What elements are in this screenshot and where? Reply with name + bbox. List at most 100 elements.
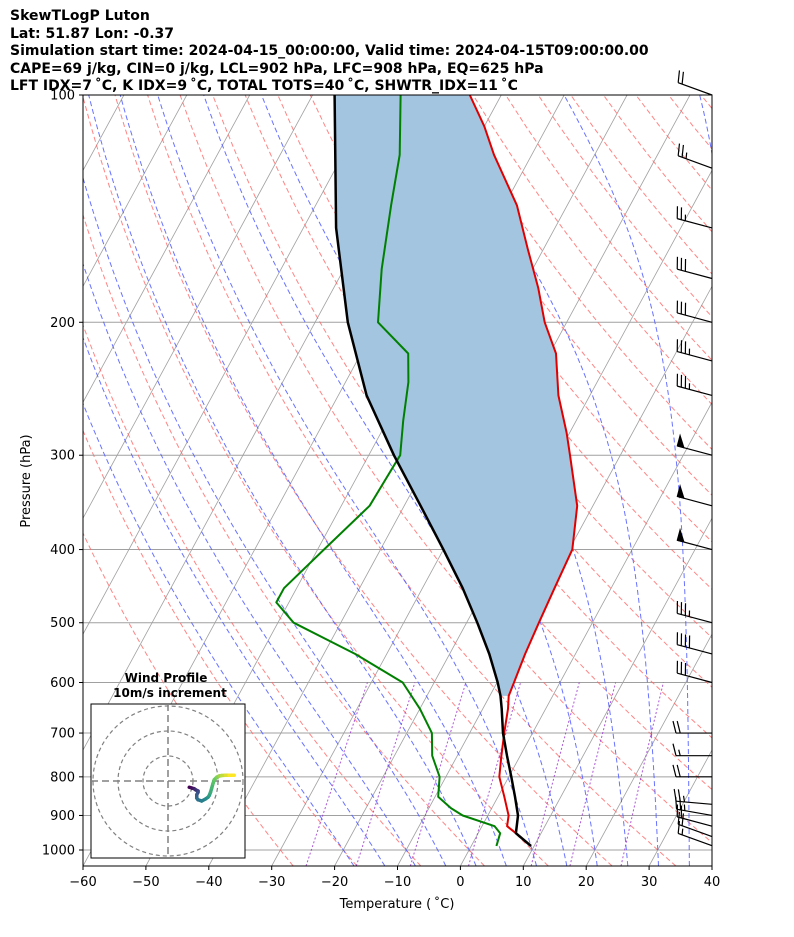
- dry-adiabat-line: [668, 95, 712, 150]
- mixing-ratio-line: [305, 682, 368, 866]
- wind-barb-full: [677, 143, 681, 156]
- y-tick-label: 300: [50, 449, 75, 464]
- dry-adiabat-line: [537, 95, 712, 318]
- wind-barb-flag: [676, 527, 685, 543]
- wind-barb-shaft: [677, 832, 713, 847]
- dry-adiabat-line: [83, 213, 485, 866]
- y-tick-label: 800: [50, 770, 75, 785]
- wind-barb: [676, 660, 713, 684]
- wind-barb: [676, 632, 713, 655]
- y-axis-ticks: 1000 900 800 700 600 500 400 300 200 100: [42, 89, 83, 859]
- mixing-ratio-line: [530, 682, 580, 866]
- parcel-profile: [333, 95, 532, 847]
- dewpoint-profile: [275, 95, 502, 847]
- wind-barb: [676, 373, 713, 397]
- x-tick-label: −10: [384, 875, 411, 890]
- wind-barb-full: [681, 813, 684, 826]
- wind-barb-flag: [676, 433, 685, 449]
- chart-title: SkewTLogP Luton: [10, 8, 150, 24]
- dry-adiabat-line: [734, 95, 794, 866]
- dry-adiabat-line: [700, 95, 712, 110]
- wind-barb: [676, 527, 713, 551]
- isotherm-line: [522, 517, 712, 866]
- moist-adiabat-line: [88, 95, 477, 866]
- isotherm-line: [585, 633, 712, 866]
- wind-barb: [676, 804, 713, 827]
- moist-adiabat-line: [83, 336, 386, 866]
- dry-adiabat-line: [114, 95, 613, 866]
- wind-barb-shaft: [677, 218, 713, 229]
- wind-barb: [672, 743, 712, 757]
- wind-barb-full: [673, 788, 677, 802]
- wind-barb: [677, 811, 713, 838]
- wind-barb-half: [682, 795, 686, 803]
- wind-barb-shaft: [677, 351, 713, 362]
- isotherm-line: [460, 401, 712, 866]
- wind-barb-full: [676, 720, 681, 734]
- hodograph-rings: [91, 704, 245, 858]
- wind-barb-full: [677, 789, 681, 802]
- mixing-ratio-line: [468, 682, 522, 866]
- chart-header: SkewTLogP Luton Lat: 51.87 Lon: -0.37 Si…: [10, 8, 649, 96]
- mixing-ratio-line: [409, 682, 467, 866]
- wind-profile-hodograph: Wind Profile 10m/s increment: [90, 671, 246, 859]
- wind-barb: [676, 300, 713, 323]
- wind-barb-shaft: [676, 800, 713, 805]
- x-tick-label: −40: [195, 875, 222, 890]
- wind-barb-full: [672, 764, 677, 777]
- dry-adiabat-line: [766, 95, 794, 866]
- y-axis-label: Pressure (hPa): [19, 434, 34, 527]
- wind-barb: [676, 433, 713, 456]
- moist-adiabat-line: [83, 262, 416, 866]
- mixing-ratio-line: [355, 682, 416, 866]
- wind-barb: [677, 70, 713, 96]
- x-axis-ticks: −60 −50 −40 −30 −20 −10 0 10 20 30 40: [69, 866, 720, 890]
- moist-adiabat-line: [83, 176, 447, 866]
- y-tick-label: 100: [50, 89, 75, 104]
- dry-adiabat-line: [83, 95, 549, 866]
- hodograph-title: Wind Profile: [125, 671, 208, 685]
- moist-adiabat-line: [119, 95, 507, 866]
- mixing-ratio-lines: [305, 682, 664, 866]
- wind-barb-shaft: [677, 612, 713, 624]
- wind-barb-full: [681, 144, 684, 158]
- instability-indices: CAPE=69 j/kg, CIN=0 j/kg, LCL=902 hPa, L…: [10, 60, 544, 77]
- y-tick-label: 900: [50, 809, 75, 824]
- y-tick-label: 700: [50, 727, 75, 742]
- mixing-ratio-line: [620, 682, 664, 866]
- hodograph-trace: [187, 773, 236, 803]
- wind-barb-full: [677, 70, 681, 83]
- stability-indices: LFT IDX=7 ˚C, K IDX=9 ˚C, TOTAL TOTS=40 …: [10, 78, 518, 95]
- wind-barb-shaft: [677, 268, 713, 280]
- wind-barbs: [672, 70, 713, 847]
- wind-barb-full: [672, 720, 677, 734]
- wind-barb-shaft: [677, 644, 713, 655]
- dry-adiabat-line: [83, 323, 422, 866]
- wind-barb-shaft: [677, 155, 713, 169]
- wind-barb-full: [672, 743, 677, 756]
- wind-barb: [677, 143, 713, 169]
- wind-barb-full: [677, 811, 681, 825]
- wind-barb-shaft: [677, 312, 713, 323]
- wind-barb-shaft: [677, 385, 713, 397]
- x-tick-label: 20: [578, 875, 595, 890]
- wind-barb: [673, 788, 713, 805]
- y-tick-label: 1000: [42, 844, 75, 859]
- wind-barb: [672, 720, 712, 734]
- x-tick-label: −50: [132, 875, 159, 890]
- x-tick-label: 0: [456, 875, 464, 890]
- wind-barb-full: [681, 71, 684, 85]
- moist-adiabat-line: [563, 95, 690, 866]
- y-tick-label: 500: [50, 616, 75, 631]
- dry-adiabat-line: [147, 95, 677, 866]
- wind-barb-full: [676, 764, 681, 777]
- moist-adiabat-line: [83, 402, 355, 866]
- wind-barb-shaft: [677, 816, 713, 827]
- mixing-ratio-line: [569, 682, 617, 866]
- moist-adiabat-line: [699, 95, 712, 157]
- wind-barb: [676, 484, 713, 507]
- dry-adiabat-line: [602, 95, 712, 233]
- x-tick-label: 40: [704, 875, 721, 890]
- dry-adiabat-line: [635, 95, 712, 191]
- temperature-profile: [468, 95, 579, 847]
